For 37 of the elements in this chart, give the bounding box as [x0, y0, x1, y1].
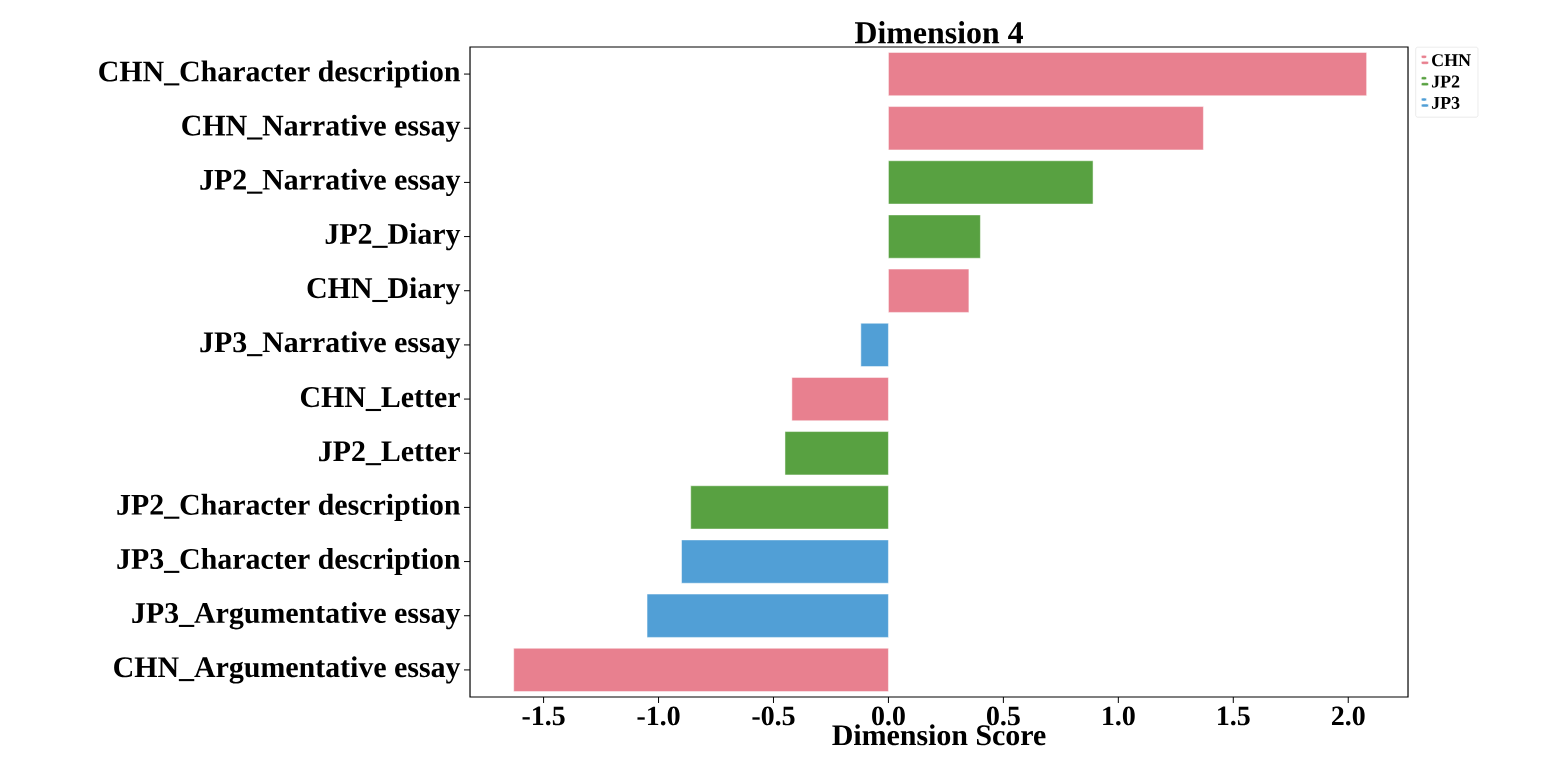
chart-title: Dimension 4 — [854, 21, 1023, 44]
y-tick-label: CHN_Narrative essay — [182, 114, 461, 142]
bar — [646, 593, 889, 638]
y-tick-label: JP2_Narrative essay — [200, 168, 461, 196]
x-tick-label: 0.0 — [872, 706, 905, 726]
y-tick-label: JP2_Diary — [325, 222, 461, 251]
x-tick-label: 0.5 — [987, 706, 1020, 726]
x-axis-title: Dimension Score — [832, 724, 1046, 746]
y-tick-label: JP2_Letter — [319, 441, 460, 466]
legend-label: JP3 — [1431, 96, 1460, 109]
legend-label: JP2 — [1431, 75, 1460, 88]
y-tick-label: CHN_Diary — [307, 277, 461, 305]
x-tick-label: 1.0 — [1103, 706, 1135, 726]
y-tick-label: JP3_Narrative essay — [200, 331, 461, 359]
y-tick-label: JP2_Character description — [117, 493, 461, 521]
bar — [681, 539, 889, 584]
bar — [513, 647, 889, 692]
x-tick-label: 1.5 — [1218, 706, 1250, 726]
bar — [888, 268, 970, 313]
y-tick-label: JP3_Character description — [117, 548, 461, 576]
x-tick-label: -0.5 — [752, 706, 795, 726]
bar — [791, 377, 889, 421]
bar — [888, 160, 1094, 205]
bar — [784, 431, 889, 476]
x-tick-label: -1.5 — [522, 706, 565, 726]
legend-label: CHN — [1432, 54, 1471, 67]
bar — [690, 485, 889, 530]
x-tick-label: -1.0 — [637, 706, 680, 726]
x-tick-label: 2.0 — [1331, 706, 1365, 726]
y-tick-label: JP3_Argumentative essay — [132, 602, 461, 630]
y-tick-label: CHN_Letter — [300, 387, 460, 412]
y-tick-label: CHN_Character description — [99, 60, 461, 88]
bar — [888, 106, 1204, 151]
bar — [888, 52, 1367, 96]
bar — [888, 214, 981, 259]
bar — [860, 322, 889, 367]
y-tick-label: CHN_Argumentative essay — [114, 656, 461, 684]
